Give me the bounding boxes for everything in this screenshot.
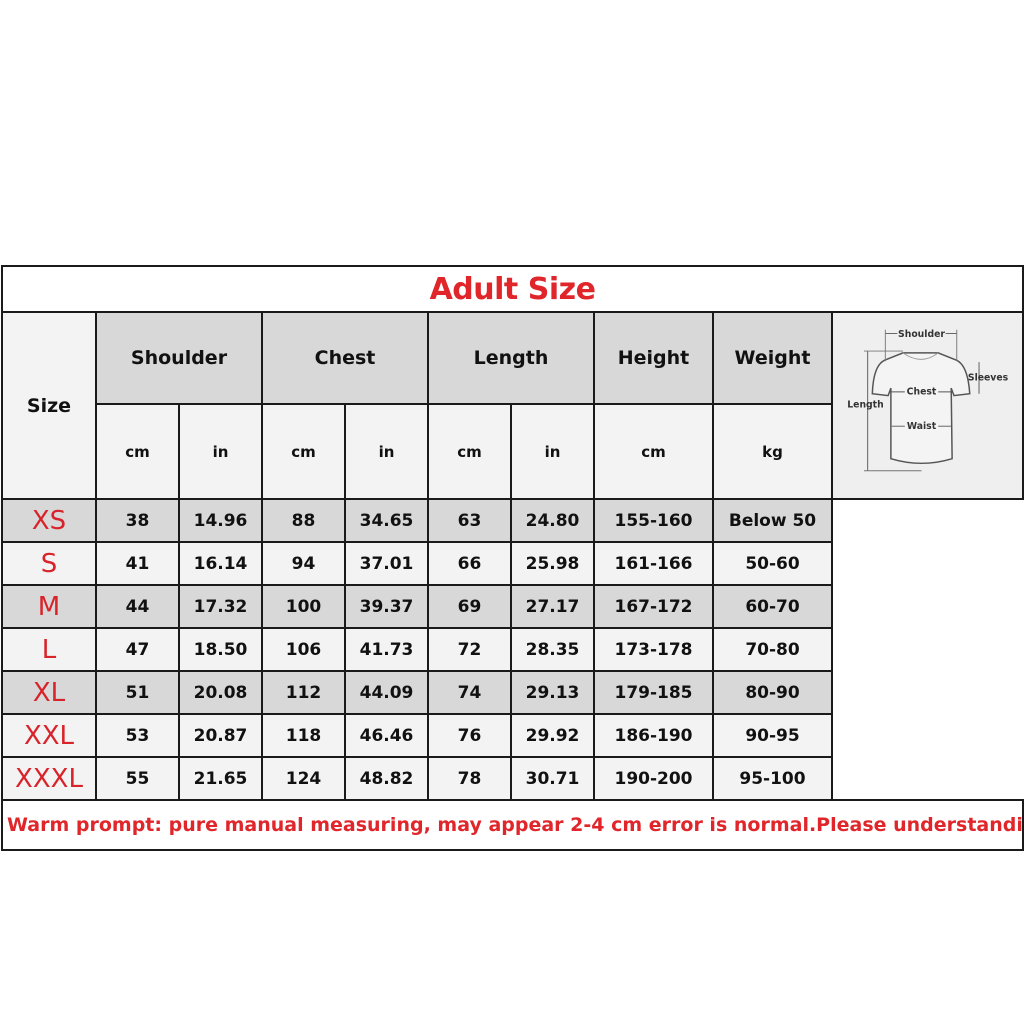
table-cell: 70-80 bbox=[712, 627, 833, 672]
table-cell: 76 bbox=[427, 713, 512, 758]
table-cell: 161-166 bbox=[593, 541, 714, 586]
table-cell: 44 bbox=[95, 584, 180, 629]
table-cell: 41 bbox=[95, 541, 180, 586]
size-label: M bbox=[1, 584, 97, 629]
size-label: XL bbox=[1, 670, 97, 715]
tshirt-measure-diagram: Shoulder Sleeves Chest Length Waist bbox=[847, 327, 1008, 472]
table-row: XXL 53 20.87 118 46.46 76 29.92 186-190 90-95 bbox=[1, 713, 1023, 758]
table-cell: 46.46 bbox=[344, 713, 429, 758]
table-cell: 14.96 bbox=[178, 498, 263, 543]
table-cell: 167-172 bbox=[593, 584, 714, 629]
diagram-waist-label: Waist bbox=[906, 421, 936, 432]
table-cell: 29.92 bbox=[510, 713, 595, 758]
table-cell: 88 bbox=[261, 498, 346, 543]
table-cell: 27.17 bbox=[510, 584, 595, 629]
table-cell: 90-95 bbox=[712, 713, 833, 758]
size-label: L bbox=[1, 627, 97, 672]
table-cell: 63 bbox=[427, 498, 512, 543]
table-cell: 20.08 bbox=[178, 670, 263, 715]
chest-header: Chest bbox=[261, 310, 429, 406]
table-cell: 38 bbox=[95, 498, 180, 543]
table-cell: 21.65 bbox=[178, 756, 263, 801]
diagram-sleeves-label: Sleeves bbox=[967, 373, 1008, 384]
table-cell: 29.13 bbox=[510, 670, 595, 715]
tshirt-diagram-cell: Shoulder Sleeves Chest Length Waist bbox=[830, 311, 1024, 500]
unit-header: cm bbox=[95, 403, 180, 500]
table-cell: 190-200 bbox=[593, 756, 714, 801]
size-label: XXL bbox=[1, 713, 97, 758]
table-cell: 18.50 bbox=[178, 627, 263, 672]
table-row: XXXL 55 21.65 124 48.82 78 30.71 190-200 95-100 bbox=[1, 756, 1023, 801]
table-cell: 80-90 bbox=[712, 670, 833, 715]
table-cell: 50-60 bbox=[712, 541, 833, 586]
table-row: XS 38 14.96 88 34.65 63 24.80 155-160 Below 50 bbox=[1, 498, 1023, 543]
table-cell: 179-185 bbox=[593, 670, 714, 715]
table-cell: 17.32 bbox=[178, 584, 263, 629]
table-cell: 155-160 bbox=[593, 498, 714, 543]
table-cell: 37.01 bbox=[344, 541, 429, 586]
height-header: Height bbox=[593, 310, 714, 406]
table-cell: 53 bbox=[95, 713, 180, 758]
unit-header: in bbox=[344, 403, 429, 500]
diagram-chest-label: Chest bbox=[906, 387, 936, 398]
table-cell: 118 bbox=[261, 713, 346, 758]
table-cell: 20.87 bbox=[178, 713, 263, 758]
measurement-note: Warm prompt: pure manual measuring, may … bbox=[0, 799, 1024, 851]
table-cell: 78 bbox=[427, 756, 512, 801]
chart-title: Adult Size bbox=[0, 265, 1024, 313]
length-header: Length bbox=[427, 310, 595, 406]
table-cell: 34.65 bbox=[344, 498, 429, 543]
table-cell: 24.80 bbox=[510, 498, 595, 543]
table-cell: 25.98 bbox=[510, 541, 595, 586]
table-cell: Below 50 bbox=[712, 498, 833, 543]
table-cell: 30.71 bbox=[510, 756, 595, 801]
size-label: S bbox=[1, 541, 97, 586]
table-cell: 39.37 bbox=[344, 584, 429, 629]
table-cell: 112 bbox=[261, 670, 346, 715]
unit-header: cm bbox=[261, 403, 346, 500]
table-row: L 47 18.50 106 41.73 72 28.35 173-178 70-80 bbox=[1, 627, 1023, 672]
shoulder-header: Shoulder bbox=[95, 310, 263, 406]
diagram-length-label: Length bbox=[847, 400, 883, 411]
diagram-shoulder-label: Shoulder bbox=[898, 329, 945, 340]
table-cell: 66 bbox=[427, 541, 512, 586]
table-cell: 95-100 bbox=[712, 756, 833, 801]
table-cell: 74 bbox=[427, 670, 512, 715]
table-cell: 72 bbox=[427, 627, 512, 672]
table-cell: 94 bbox=[261, 541, 346, 586]
table-row: XL 51 20.08 112 44.09 74 29.13 179-185 80-90 bbox=[1, 670, 1023, 715]
unit-header: cm bbox=[593, 403, 714, 500]
table-row: S 41 16.14 94 37.01 66 25.98 161-166 50-60 bbox=[1, 541, 1023, 586]
size-chart-table: Adult Size Size Shoulder Chest Length He… bbox=[0, 265, 1024, 851]
table-cell: 47 bbox=[95, 627, 180, 672]
unit-header: cm bbox=[427, 403, 512, 500]
table-cell: 186-190 bbox=[593, 713, 714, 758]
size-label: XXXL bbox=[1, 756, 97, 801]
table-cell: 51 bbox=[95, 670, 180, 715]
table-cell: 106 bbox=[261, 627, 346, 672]
table-cell: 44.09 bbox=[344, 670, 429, 715]
table-cell: 16.14 bbox=[178, 541, 263, 586]
table-row: M 44 17.32 100 39.37 69 27.17 167-172 60-70 bbox=[1, 584, 1023, 629]
table-cell: 69 bbox=[427, 584, 512, 629]
table-cell: 48.82 bbox=[344, 756, 429, 801]
table-cell: 55 bbox=[95, 756, 180, 801]
table-cell: 41.73 bbox=[344, 627, 429, 672]
size-label: XS bbox=[1, 498, 97, 543]
table-cell: 28.35 bbox=[510, 627, 595, 672]
table-cell: 173-178 bbox=[593, 627, 714, 672]
unit-header: in bbox=[178, 403, 263, 500]
table-cell: 124 bbox=[261, 756, 346, 801]
table-cell: 60-70 bbox=[712, 584, 833, 629]
size-header: Size bbox=[1, 311, 97, 500]
table-cell: 100 bbox=[261, 584, 346, 629]
weight-header: Weight bbox=[712, 310, 833, 406]
unit-header: kg bbox=[712, 403, 833, 500]
unit-header: in bbox=[510, 403, 595, 500]
